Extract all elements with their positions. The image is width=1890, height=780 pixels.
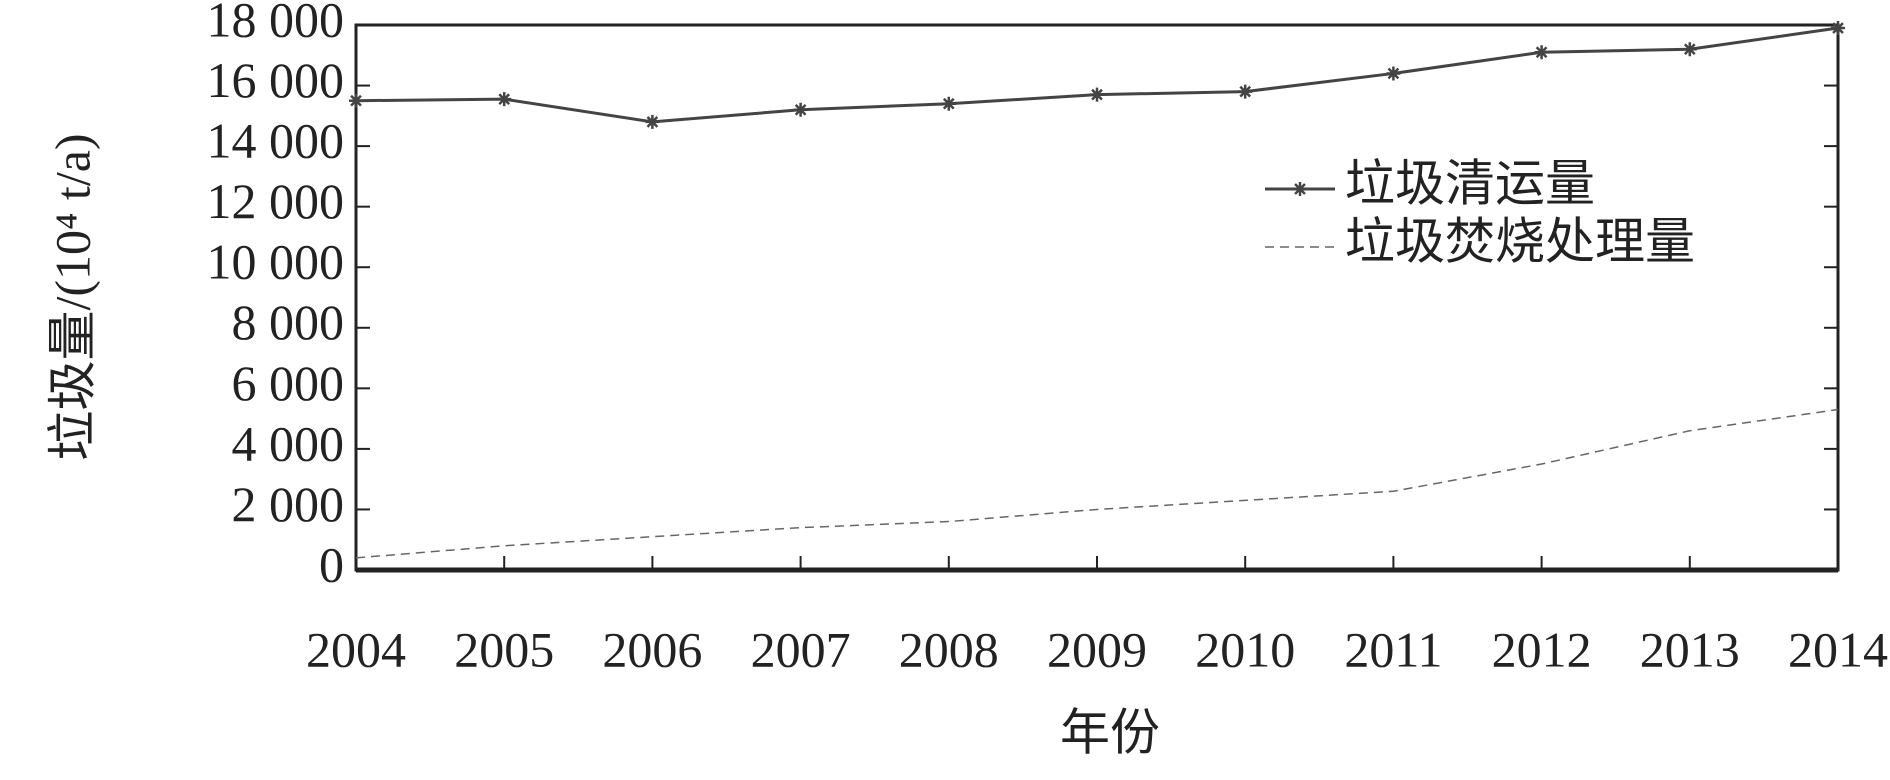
x-tick-label: 2014 (1788, 621, 1888, 677)
point-marker (1238, 84, 1253, 99)
legend-label: 垃圾焚烧处理量 (1345, 213, 1695, 269)
y-tick-label: 14 000 (207, 113, 345, 169)
x-tick-label: 2009 (1047, 621, 1147, 677)
x-axis-title: 年份 (1060, 704, 1160, 760)
point-marker (941, 96, 956, 111)
x-tick-label: 2004 (306, 621, 406, 677)
point-marker (349, 93, 363, 108)
x-tick-label: 2008 (899, 621, 999, 677)
point-marker (1682, 42, 1697, 57)
point-marker (645, 114, 660, 129)
x-tick-label: 2010 (1195, 621, 1295, 677)
point-marker (1386, 66, 1401, 81)
y-tick-label: 12 000 (207, 173, 345, 229)
point-marker (1534, 45, 1549, 60)
series-line (355, 408, 1839, 559)
point-marker (497, 92, 512, 107)
x-tick-label: 2007 (751, 621, 851, 677)
y-axis-title: 垃圾量/(10⁴ t/a) (44, 133, 100, 460)
y-tick-label: 16 000 (207, 52, 345, 108)
point-marker (1831, 21, 1845, 36)
legend-marker (1293, 182, 1307, 196)
x-tick-label: 2005 (454, 621, 554, 677)
legend-label: 垃圾清运量 (1345, 155, 1595, 211)
y-tick-label: 10 000 (207, 234, 345, 290)
y-tick-label: 8 000 (232, 294, 345, 350)
y-tick-label: 6 000 (232, 355, 345, 411)
x-tick-label: 2011 (1344, 621, 1442, 677)
y-tick-label: 4 000 (232, 415, 345, 471)
y-tick-label: 2 000 (232, 476, 345, 532)
point-marker (1090, 87, 1104, 102)
point-marker (793, 102, 808, 117)
y-tick-label: 18 000 (207, 0, 345, 47)
x-tick-label: 2012 (1492, 621, 1592, 677)
y-tick-label: 0 (319, 536, 344, 592)
x-tick-label: 2006 (602, 621, 702, 677)
x-tick-label: 2013 (1640, 621, 1740, 677)
